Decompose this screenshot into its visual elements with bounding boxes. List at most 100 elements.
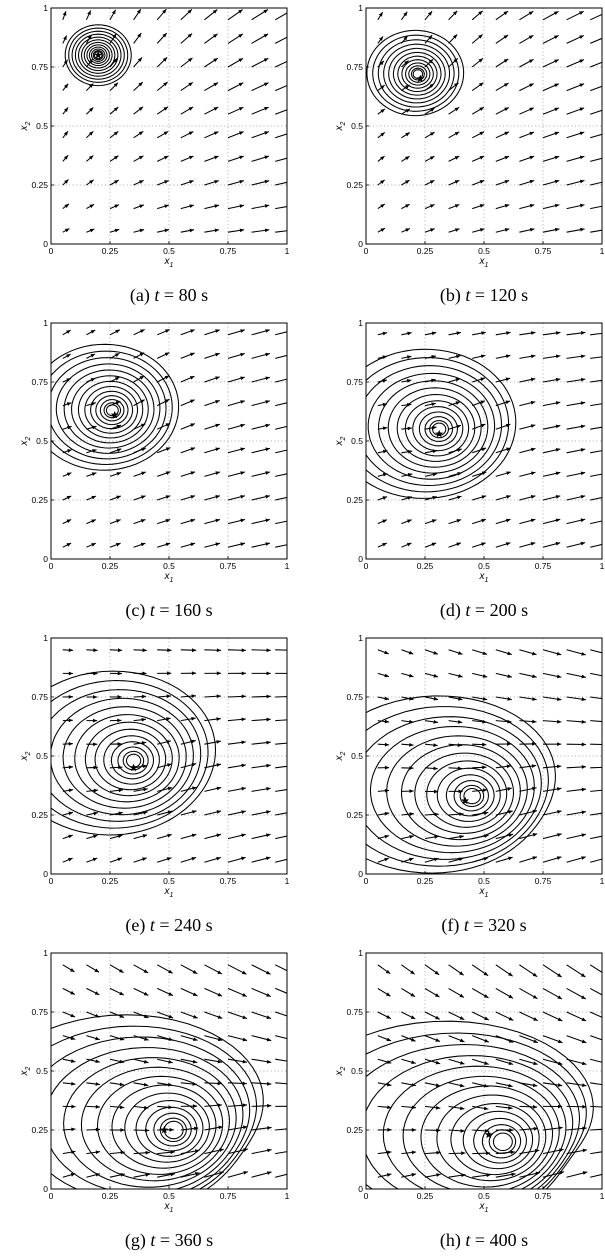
vector-arrow (590, 766, 602, 769)
vector-arrow (180, 856, 197, 863)
vector-arrow (86, 329, 96, 336)
vector-arrow (180, 33, 193, 44)
vector-arrow (448, 495, 462, 501)
vector-arrow (590, 720, 602, 723)
vector-arrow (448, 1105, 465, 1111)
y-tick-label: 0 (43, 239, 48, 249)
contour-line (366, 1043, 581, 1189)
vector-arrow (133, 32, 142, 44)
vector-arrow (495, 34, 509, 44)
vector-arrow (133, 834, 148, 840)
vector-arrow (251, 447, 271, 454)
y-tick-label: 0.75 (346, 62, 363, 72)
vector-arrow (109, 448, 122, 454)
vector-arrow (204, 423, 221, 430)
vector-arrow (471, 106, 485, 115)
vector-arrow (227, 1125, 248, 1131)
vector-arrow (377, 496, 388, 501)
vector-arrow (377, 542, 387, 548)
vector-arrow (180, 180, 194, 186)
y-axis-label: x2 (334, 751, 347, 761)
vector-arrow (519, 833, 538, 840)
vector-arrow (424, 131, 435, 139)
vector-arrow (519, 1011, 539, 1022)
vector-arrow (86, 1104, 101, 1109)
vector-arrow (424, 696, 439, 701)
vector-arrow (542, 10, 559, 21)
y-tick-label: 0.25 (31, 180, 48, 190)
vector-arrow (590, 543, 602, 548)
vector-arrow (109, 204, 120, 210)
contour-line (51, 357, 167, 460)
vector-arrow (566, 401, 586, 407)
vector-arrow (180, 1035, 198, 1042)
vector-arrow (401, 60, 409, 68)
vector-arrow (401, 964, 416, 975)
contour-line (387, 387, 482, 468)
y-tick-label: 0.75 (31, 62, 48, 72)
vector-arrow (204, 810, 222, 816)
vector-arrow (495, 964, 513, 977)
vector-arrow (86, 228, 95, 233)
vector-arrow (472, 672, 488, 678)
vector-arrow (590, 1035, 602, 1041)
panel-f: 0 0.25 0.5 0.75 1 0 0.25 0.5 0.75 1 x1 x2 (f) t = 32… (334, 633, 605, 936)
vector-arrow (85, 10, 92, 21)
contour-line (366, 1020, 594, 1189)
vector-arrow (519, 331, 536, 336)
vector-arrow (133, 155, 144, 162)
vector-arrow (566, 494, 586, 501)
y-tick-label: 0.25 (31, 1125, 48, 1135)
vector-arrow (86, 857, 98, 863)
panel-caption: (f) t = 320 s (441, 915, 526, 936)
vector-arrow (590, 379, 602, 383)
contour-line (420, 1085, 554, 1188)
vector-arrow (275, 402, 287, 407)
vector-arrow (109, 228, 120, 233)
contour-line (159, 1117, 187, 1143)
vector-arrow (133, 694, 147, 699)
vector-arrow (157, 694, 171, 699)
vector-arrow (227, 648, 246, 653)
x-tick-label: 0.75 (220, 1191, 237, 1201)
panel-b: 0 0.25 0.5 0.75 1 0 0.25 0.5 0.75 1 x1 x2 (b) t = 12… (334, 3, 605, 306)
vector-arrow (495, 742, 512, 746)
x-tick-label: 1 (600, 1191, 605, 1201)
vector-arrow (495, 495, 511, 501)
vector-arrow (157, 1011, 174, 1019)
x-tick-label: 0.75 (535, 561, 552, 571)
vector-arrow (590, 1173, 602, 1178)
vector-arrow (401, 987, 416, 998)
vector-arrow (109, 130, 119, 139)
vector-arrow (401, 1150, 417, 1155)
contour-line (492, 1132, 513, 1152)
contour-line (55, 363, 161, 454)
x-tick-label: 0.5 (478, 1191, 490, 1201)
panel-caption: (a) t = 80 s (130, 285, 208, 306)
vector-arrow (424, 179, 435, 186)
vector-arrow (204, 1081, 222, 1086)
x-tick-label: 0 (49, 1191, 54, 1201)
vector-arrow (204, 376, 220, 383)
vector-arrow (401, 519, 412, 525)
panel-a: 0 0.25 0.5 0.75 1 0 0.25 0.5 0.75 1 x1 x2 (a) t = 80… (19, 3, 290, 306)
vector-arrow (62, 353, 71, 359)
vector-arrow (204, 447, 221, 454)
vector-arrow (227, 1058, 248, 1064)
vector-arrow (377, 132, 386, 139)
vector-arrow (495, 987, 514, 999)
vector-arrow (495, 82, 509, 92)
vector-arrow (471, 1011, 489, 1021)
vector-arrow (227, 1011, 248, 1020)
vector-arrow (251, 1081, 272, 1086)
vector-arrow (109, 834, 123, 840)
vector-arrow (109, 9, 117, 21)
vector-arrow (495, 331, 511, 336)
vector-arrow (472, 1035, 490, 1043)
vector-arrow (204, 204, 220, 210)
x-tick-label: 1 (285, 1191, 290, 1201)
vector-arrow (424, 519, 437, 525)
vector-arrow (377, 765, 390, 770)
vector-arrow (251, 57, 269, 68)
